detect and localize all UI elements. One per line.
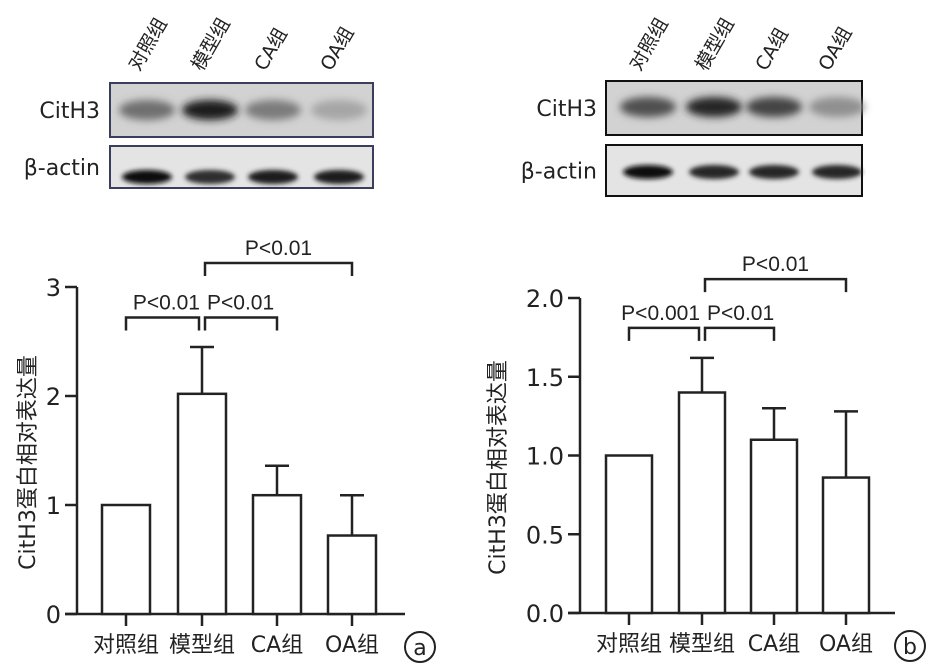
protein-band — [749, 165, 799, 179]
protein-band — [620, 97, 676, 117]
significance-label: P<0.001 — [621, 302, 700, 325]
panel-label-circle — [404, 631, 436, 663]
lane-label: CA组 — [250, 24, 292, 74]
y-tick-label: 0.5 — [526, 521, 564, 549]
y-tick-label: 2.0 — [526, 285, 564, 313]
x-tick-label: 模型组 — [669, 632, 735, 657]
bar — [100, 503, 152, 616]
blot-row-label: CitH3 — [39, 99, 100, 124]
significance-label: P<0.01 — [707, 302, 774, 325]
protein-band — [623, 165, 673, 179]
significance-bracket — [627, 326, 701, 341]
significance-bracket — [203, 316, 279, 331]
western-blot-b: 对照组 模型组 CA组 OA组 CitH3 β-actin — [521, 14, 865, 197]
y-tick-label: 1.0 — [526, 443, 564, 471]
y-tick-label: 1.5 — [526, 364, 564, 392]
lane-label: OA组 — [316, 23, 358, 74]
blot-row-label: β-actin — [24, 156, 100, 181]
panel-label: b — [903, 635, 917, 660]
protein-band — [248, 170, 298, 184]
western-blot-a: 对照组 模型组 CA组 OA组 CitH3 β-actin — [24, 14, 374, 189]
lane-label: 对照组 — [625, 14, 673, 74]
protein-band — [182, 100, 238, 120]
bar — [251, 493, 303, 616]
blot-row-label: β-actin — [521, 160, 597, 185]
y-tick-label: 0.0 — [526, 600, 564, 628]
x-tick-label: 对照组 — [596, 632, 662, 657]
lane-label: CA组 — [751, 24, 793, 74]
significance-bracket — [703, 326, 776, 341]
significance-label: P<0.01 — [742, 253, 809, 276]
protein-band — [245, 100, 301, 120]
x-tick-label: OA组 — [325, 633, 379, 658]
y-axis-label: CitH3蛋白相对表达量 — [16, 355, 41, 570]
bar — [326, 534, 378, 616]
y-tick-label: 3 — [46, 274, 61, 302]
blot-row-label: CitH3 — [536, 97, 597, 122]
y-tick-label: 1 — [46, 492, 61, 520]
protein-band — [689, 165, 739, 179]
significance-label: P<0.01 — [133, 292, 200, 315]
protein-band — [314, 170, 364, 184]
protein-band — [812, 165, 862, 179]
bar — [821, 476, 871, 615]
lane-label: 模型组 — [187, 14, 235, 74]
significance-label: P<0.01 — [245, 237, 312, 260]
protein-band — [185, 170, 235, 184]
significance-bracket — [124, 316, 201, 331]
x-tick-label: OA组 — [819, 632, 873, 657]
significance-label: P<0.01 — [207, 292, 274, 315]
protein-band — [122, 170, 172, 184]
y-axis-label: CitH3蛋白相对表达量 — [486, 360, 511, 575]
y-tick-label: 0 — [46, 601, 61, 629]
y-tick-label: 2 — [46, 383, 61, 411]
significance-bracket — [203, 261, 354, 277]
protein-band — [809, 97, 865, 117]
x-tick-label: CA组 — [748, 632, 800, 657]
x-tick-label: CA组 — [251, 633, 303, 658]
lane-label: OA组 — [814, 23, 856, 74]
protein-band — [311, 100, 367, 120]
panel-label: a — [413, 636, 426, 661]
protein-band — [686, 97, 742, 117]
protein-band — [119, 100, 175, 120]
bar — [176, 392, 228, 616]
panel-label-circle — [894, 630, 926, 662]
significance-bracket — [703, 277, 848, 293]
x-tick-label: 对照组 — [93, 633, 159, 658]
bar — [677, 391, 727, 615]
x-tick-label: 模型组 — [169, 633, 235, 658]
lane-label: 对照组 — [124, 14, 172, 74]
bar — [604, 454, 654, 615]
bar — [749, 438, 799, 615]
protein-band — [746, 97, 802, 117]
lane-label: 模型组 — [691, 14, 739, 74]
